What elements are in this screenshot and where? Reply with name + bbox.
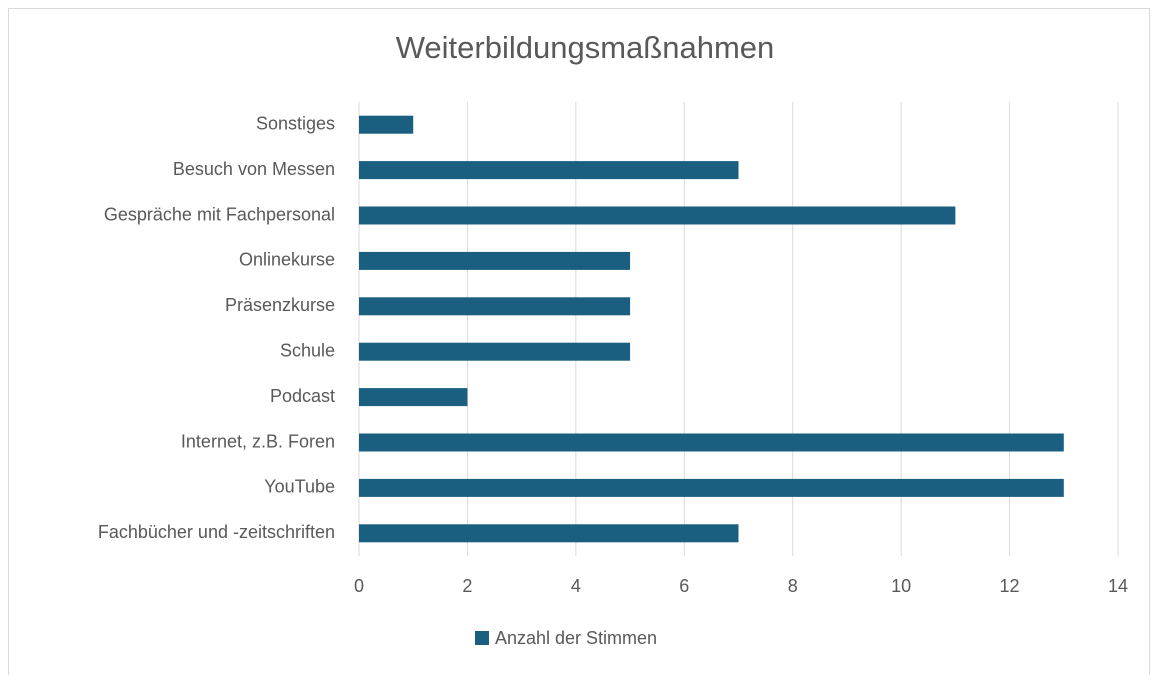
bar (359, 524, 739, 543)
x-tick-label: 10 (891, 576, 911, 596)
y-tick-label: Besuch von Messen (173, 159, 335, 179)
y-tick-label: Sonstiges (256, 113, 335, 133)
y-tick-label: Schule (280, 340, 335, 360)
y-tick-label: Präsenzkurse (225, 295, 335, 315)
x-tick-label: 14 (1108, 576, 1128, 596)
y-tick-label: Onlinekurse (239, 250, 335, 270)
bar (359, 251, 631, 270)
bar (359, 342, 631, 361)
x-tick-label: 0 (354, 576, 364, 596)
chart-title: Weiterbildungsmaßnahmen (396, 30, 775, 65)
y-tick-label: Fachbücher und -zeitschriften (98, 522, 335, 542)
bar (359, 433, 1064, 452)
legend-swatch (475, 631, 489, 645)
bar (359, 478, 1064, 497)
chart-border (8, 8, 1150, 675)
bar (359, 161, 739, 180)
bar (359, 297, 631, 316)
bar (359, 388, 468, 407)
bar (359, 115, 414, 134)
bar (359, 206, 956, 225)
y-tick-label: Gespräche mit Fachpersonal (104, 204, 335, 224)
y-tick-label: Internet, z.B. Foren (181, 431, 335, 451)
x-tick-label: 8 (788, 576, 798, 596)
x-tick-label: 2 (462, 576, 472, 596)
x-tick-label: 12 (1000, 576, 1020, 596)
x-tick-label: 4 (571, 576, 581, 596)
y-tick-label: Podcast (270, 386, 335, 406)
y-tick-label: YouTube (264, 477, 335, 497)
x-tick-label: 6 (679, 576, 689, 596)
legend-label: Anzahl der Stimmen (495, 628, 657, 648)
